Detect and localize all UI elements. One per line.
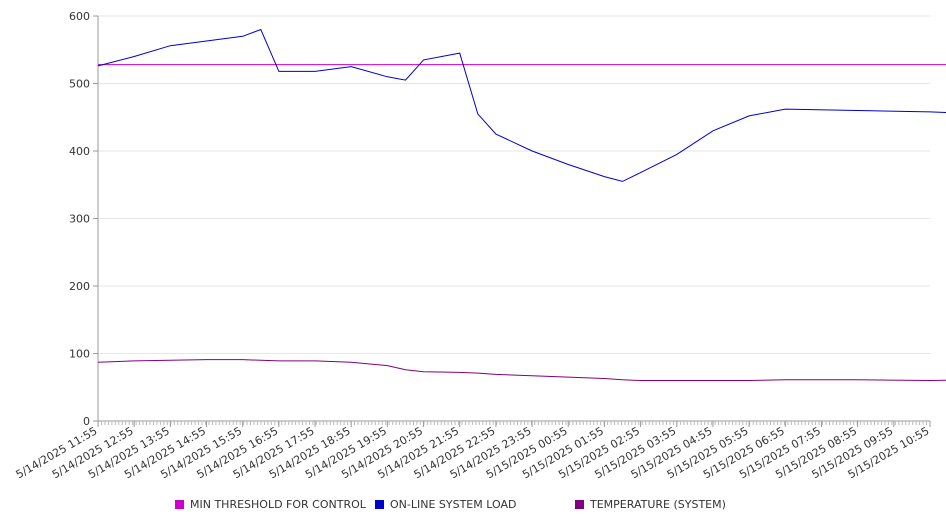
y-tick-label-5: 500: [69, 78, 90, 91]
legend: MIN THRESHOLD FOR CONTROL ON-LINE SYSTEM…: [175, 498, 935, 514]
legend-item-min-threshold[interactable]: MIN THRESHOLD FOR CONTROL: [175, 498, 366, 511]
y-tick-label-3: 300: [69, 213, 90, 226]
legend-item-temperature[interactable]: TEMPERATURE (SYSTEM): [575, 498, 726, 511]
legend-swatch-system-load: [375, 500, 384, 509]
legend-swatch-min-threshold: [175, 500, 184, 509]
legend-swatch-temperature: [575, 500, 584, 509]
y-tick-label-2: 200: [69, 280, 90, 293]
legend-label-min-threshold: MIN THRESHOLD FOR CONTROL: [190, 498, 366, 511]
series-line-2: [97, 359, 946, 382]
y-tick-label-1: 100: [69, 348, 90, 361]
y-axis-ticks: 0 100 200 300 400 500 600: [69, 10, 98, 428]
y-tick-label-0: 0: [83, 415, 90, 428]
legend-item-system-load[interactable]: ON-LINE SYSTEM LOAD: [375, 498, 516, 511]
legend-label-temperature: TEMPERATURE (SYSTEM): [590, 498, 726, 511]
grid-lines: [98, 15, 930, 354]
series-lines: [97, 28, 946, 382]
y-tick-label-6: 600: [69, 10, 90, 23]
x-axis-ticks: 5/14/2025 11:555/14/2025 12:555/14/2025 …: [14, 421, 932, 481]
y-tick-label-4: 400: [69, 145, 90, 158]
legend-label-system-load: ON-LINE SYSTEM LOAD: [390, 498, 517, 511]
series-line-1: [97, 28, 946, 182]
